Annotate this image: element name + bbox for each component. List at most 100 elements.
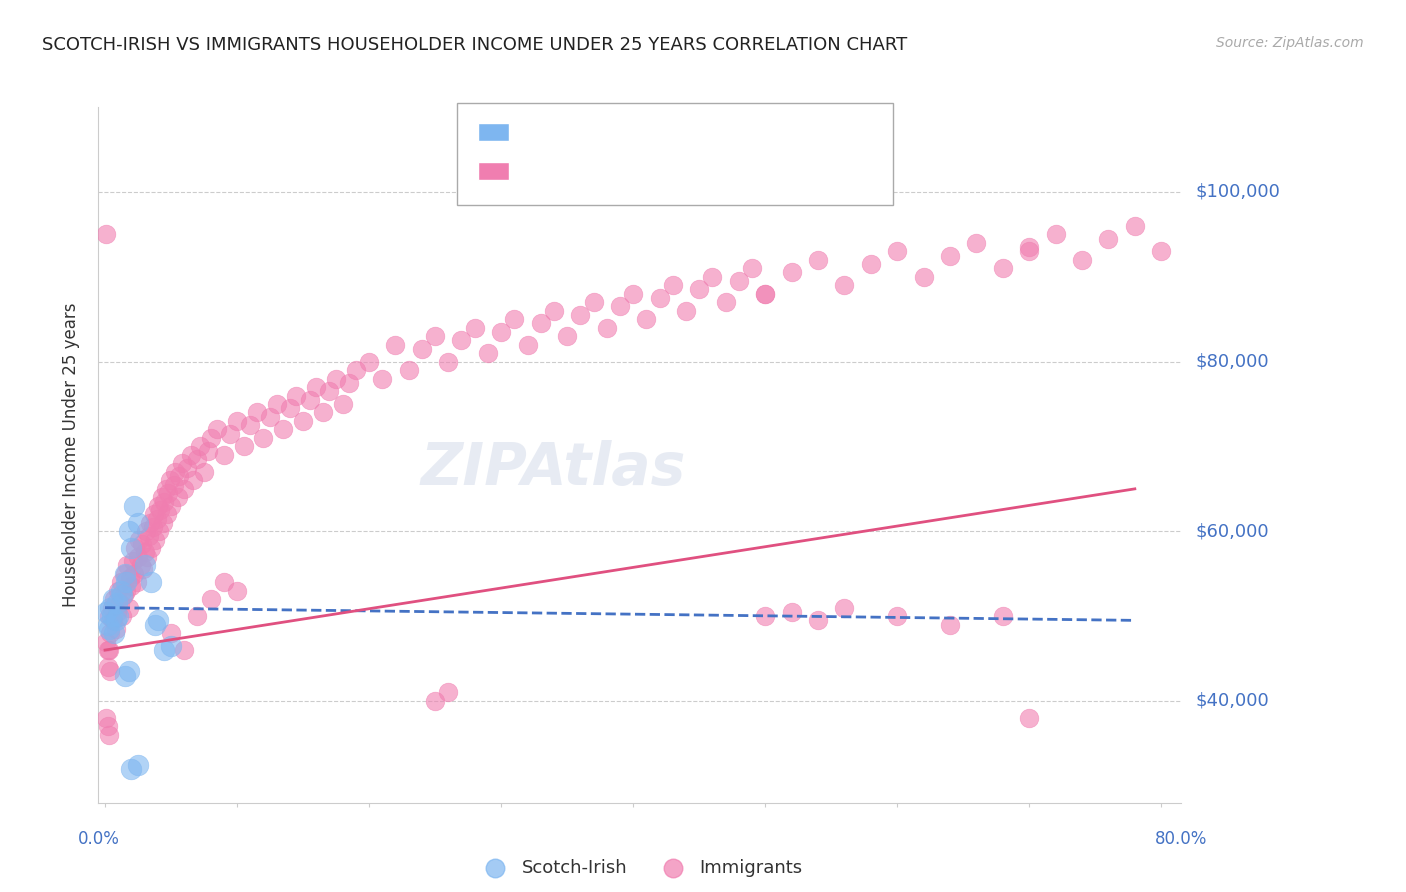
Point <box>118 524 141 539</box>
Text: ZIPAtlas: ZIPAtlas <box>420 441 686 498</box>
Point <box>97 660 120 674</box>
Point <box>384 337 406 351</box>
Point <box>163 465 186 479</box>
Text: 139: 139 <box>668 162 703 180</box>
Point <box>100 609 122 624</box>
Point <box>912 269 935 284</box>
Point <box>582 295 605 310</box>
Point <box>122 499 145 513</box>
Point <box>332 397 354 411</box>
Point <box>834 278 856 293</box>
Point <box>98 609 121 624</box>
Text: N =: N = <box>626 162 662 180</box>
Point <box>110 583 132 598</box>
Point <box>1150 244 1173 259</box>
Point <box>173 643 195 657</box>
Point <box>107 609 129 624</box>
Point <box>131 537 153 551</box>
Text: 80.0%: 80.0% <box>1154 830 1208 847</box>
Y-axis label: Householder Income Under 25 years: Householder Income Under 25 years <box>62 302 80 607</box>
Point <box>675 303 697 318</box>
Point <box>149 503 172 517</box>
Point <box>104 622 127 636</box>
Point <box>423 329 446 343</box>
Point <box>780 265 803 279</box>
Point <box>200 592 222 607</box>
Point <box>163 477 186 491</box>
Point <box>344 363 367 377</box>
Point <box>437 685 460 699</box>
Text: $80,000: $80,000 <box>1195 352 1268 370</box>
Point <box>127 757 149 772</box>
Point <box>143 617 166 632</box>
Point <box>115 575 138 590</box>
Point <box>129 558 152 573</box>
Point <box>97 617 120 632</box>
Point <box>111 588 134 602</box>
Point <box>298 392 321 407</box>
Point <box>173 482 195 496</box>
Point <box>398 363 420 377</box>
Text: 0.403: 0.403 <box>562 162 614 180</box>
Point <box>120 762 142 776</box>
Point <box>636 312 658 326</box>
Point <box>965 235 987 250</box>
Point <box>121 554 143 568</box>
Point <box>156 508 179 522</box>
Point <box>105 596 128 610</box>
Point <box>136 549 159 564</box>
Point <box>96 634 118 648</box>
Point <box>127 516 149 530</box>
Point <box>437 354 460 368</box>
Point <box>152 516 174 530</box>
Point <box>648 291 671 305</box>
Point <box>219 426 242 441</box>
Point <box>186 452 208 467</box>
Point <box>101 613 124 627</box>
Point <box>101 592 124 607</box>
Point <box>142 508 165 522</box>
Point <box>180 448 202 462</box>
Point <box>107 583 129 598</box>
Text: 0.0%: 0.0% <box>77 830 120 847</box>
Point <box>423 694 446 708</box>
Point <box>188 439 211 453</box>
Point <box>127 549 149 564</box>
Point <box>111 609 134 624</box>
Point <box>596 320 619 334</box>
Point <box>489 325 512 339</box>
Point <box>207 422 229 436</box>
Point <box>212 575 235 590</box>
Point <box>271 422 294 436</box>
Point <box>555 329 578 343</box>
Point <box>186 609 208 624</box>
Point <box>98 728 121 742</box>
Text: SCOTCH-IRISH VS IMMIGRANTS HOUSEHOLDER INCOME UNDER 25 YEARS CORRELATION CHART: SCOTCH-IRISH VS IMMIGRANTS HOUSEHOLDER I… <box>42 36 907 54</box>
Point <box>661 278 683 293</box>
Point <box>569 308 592 322</box>
Point <box>134 545 156 559</box>
Point <box>97 643 120 657</box>
Point <box>371 371 394 385</box>
Point <box>543 303 565 318</box>
Point <box>141 575 163 590</box>
Point <box>114 668 136 682</box>
Text: -0.029: -0.029 <box>562 123 621 141</box>
Point <box>285 388 308 402</box>
Point <box>160 499 183 513</box>
Point <box>114 566 136 581</box>
Point <box>1018 240 1040 254</box>
Point <box>991 609 1014 624</box>
Point <box>530 317 553 331</box>
Point <box>112 588 135 602</box>
Point <box>139 516 162 530</box>
Point <box>754 286 776 301</box>
Point <box>1123 219 1146 233</box>
Point <box>325 371 347 385</box>
Point <box>807 613 830 627</box>
Point <box>1045 227 1067 242</box>
Point <box>120 579 142 593</box>
Text: $60,000: $60,000 <box>1195 523 1268 541</box>
Point <box>359 354 381 368</box>
Text: R =: R = <box>520 162 561 180</box>
